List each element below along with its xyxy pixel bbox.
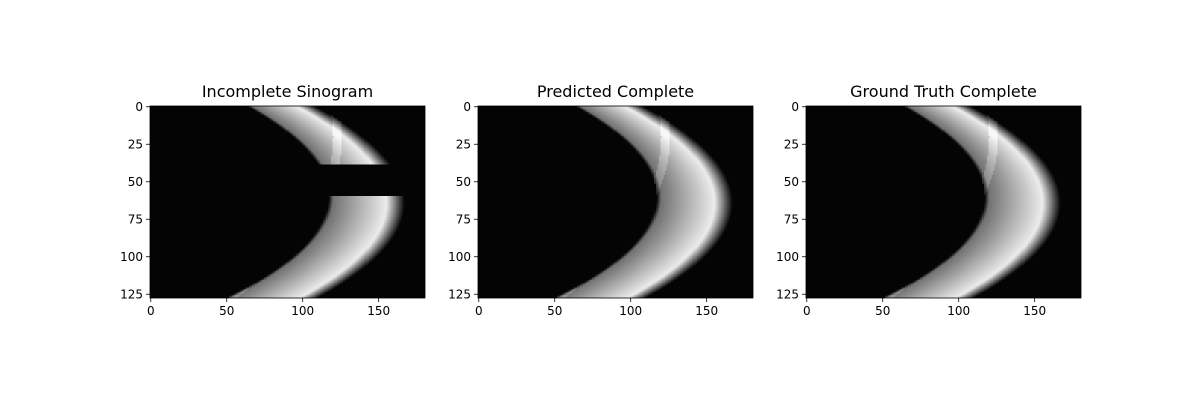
chart-title: Predicted Complete [537,82,694,101]
y-tick-label: 125 [448,287,471,301]
y-tick-label: 0 [791,100,799,114]
y-tick-label: 0 [135,100,143,114]
x-tick-label: 100 [619,304,642,318]
y-tick-label: 125 [776,287,799,301]
x-tick-label: 100 [291,304,314,318]
y-tick-label: 75 [456,212,471,226]
x-tick-label: 150 [1023,304,1046,318]
y-tick-label: 25 [456,137,471,151]
sinogram-image [806,106,1081,298]
axes-frame [477,105,754,299]
y-tick-label: 100 [776,250,799,264]
sinogram-image [150,106,425,298]
y-tick-label: 100 [120,250,143,264]
axes-frame [805,105,1082,299]
panel-2: Predicted Complete 0 50 100 150 0 25 50 75 100 125 [448,82,754,318]
y-tick-label: 100 [448,250,471,264]
x-tick-label: 150 [367,304,390,318]
y-tick-label: 50 [456,175,471,189]
y-tick-label: 50 [784,175,799,189]
y-tick-label: 50 [128,175,143,189]
y-tick-label: 25 [784,137,799,151]
panel-3: Ground Truth Complete 0 50 100 150 0 25 50 75 100… [776,82,1082,318]
axes-frame [149,105,426,299]
x-tick-label: 50 [219,304,234,318]
x-tick-label: 0 [475,304,483,318]
x-tick-label: 0 [147,304,155,318]
x-tick-label: 0 [803,304,811,318]
y-tick-label: 25 [128,137,143,151]
sinogram-image [478,106,753,298]
chart-title: Incomplete Sinogram [202,82,373,101]
panel-1: Incomplete Sinogram 0 50 100 150 0 25 50 75 100 12… [120,82,426,318]
y-tick-label: 75 [128,212,143,226]
chart-title: Ground Truth Complete [850,82,1037,101]
y-tick-label: 75 [784,212,799,226]
x-tick-label: 50 [547,304,562,318]
x-tick-label: 50 [875,304,890,318]
x-tick-label: 150 [695,304,718,318]
y-tick-label: 125 [120,287,143,301]
x-tick-label: 100 [947,304,970,318]
y-tick-label: 0 [463,100,471,114]
